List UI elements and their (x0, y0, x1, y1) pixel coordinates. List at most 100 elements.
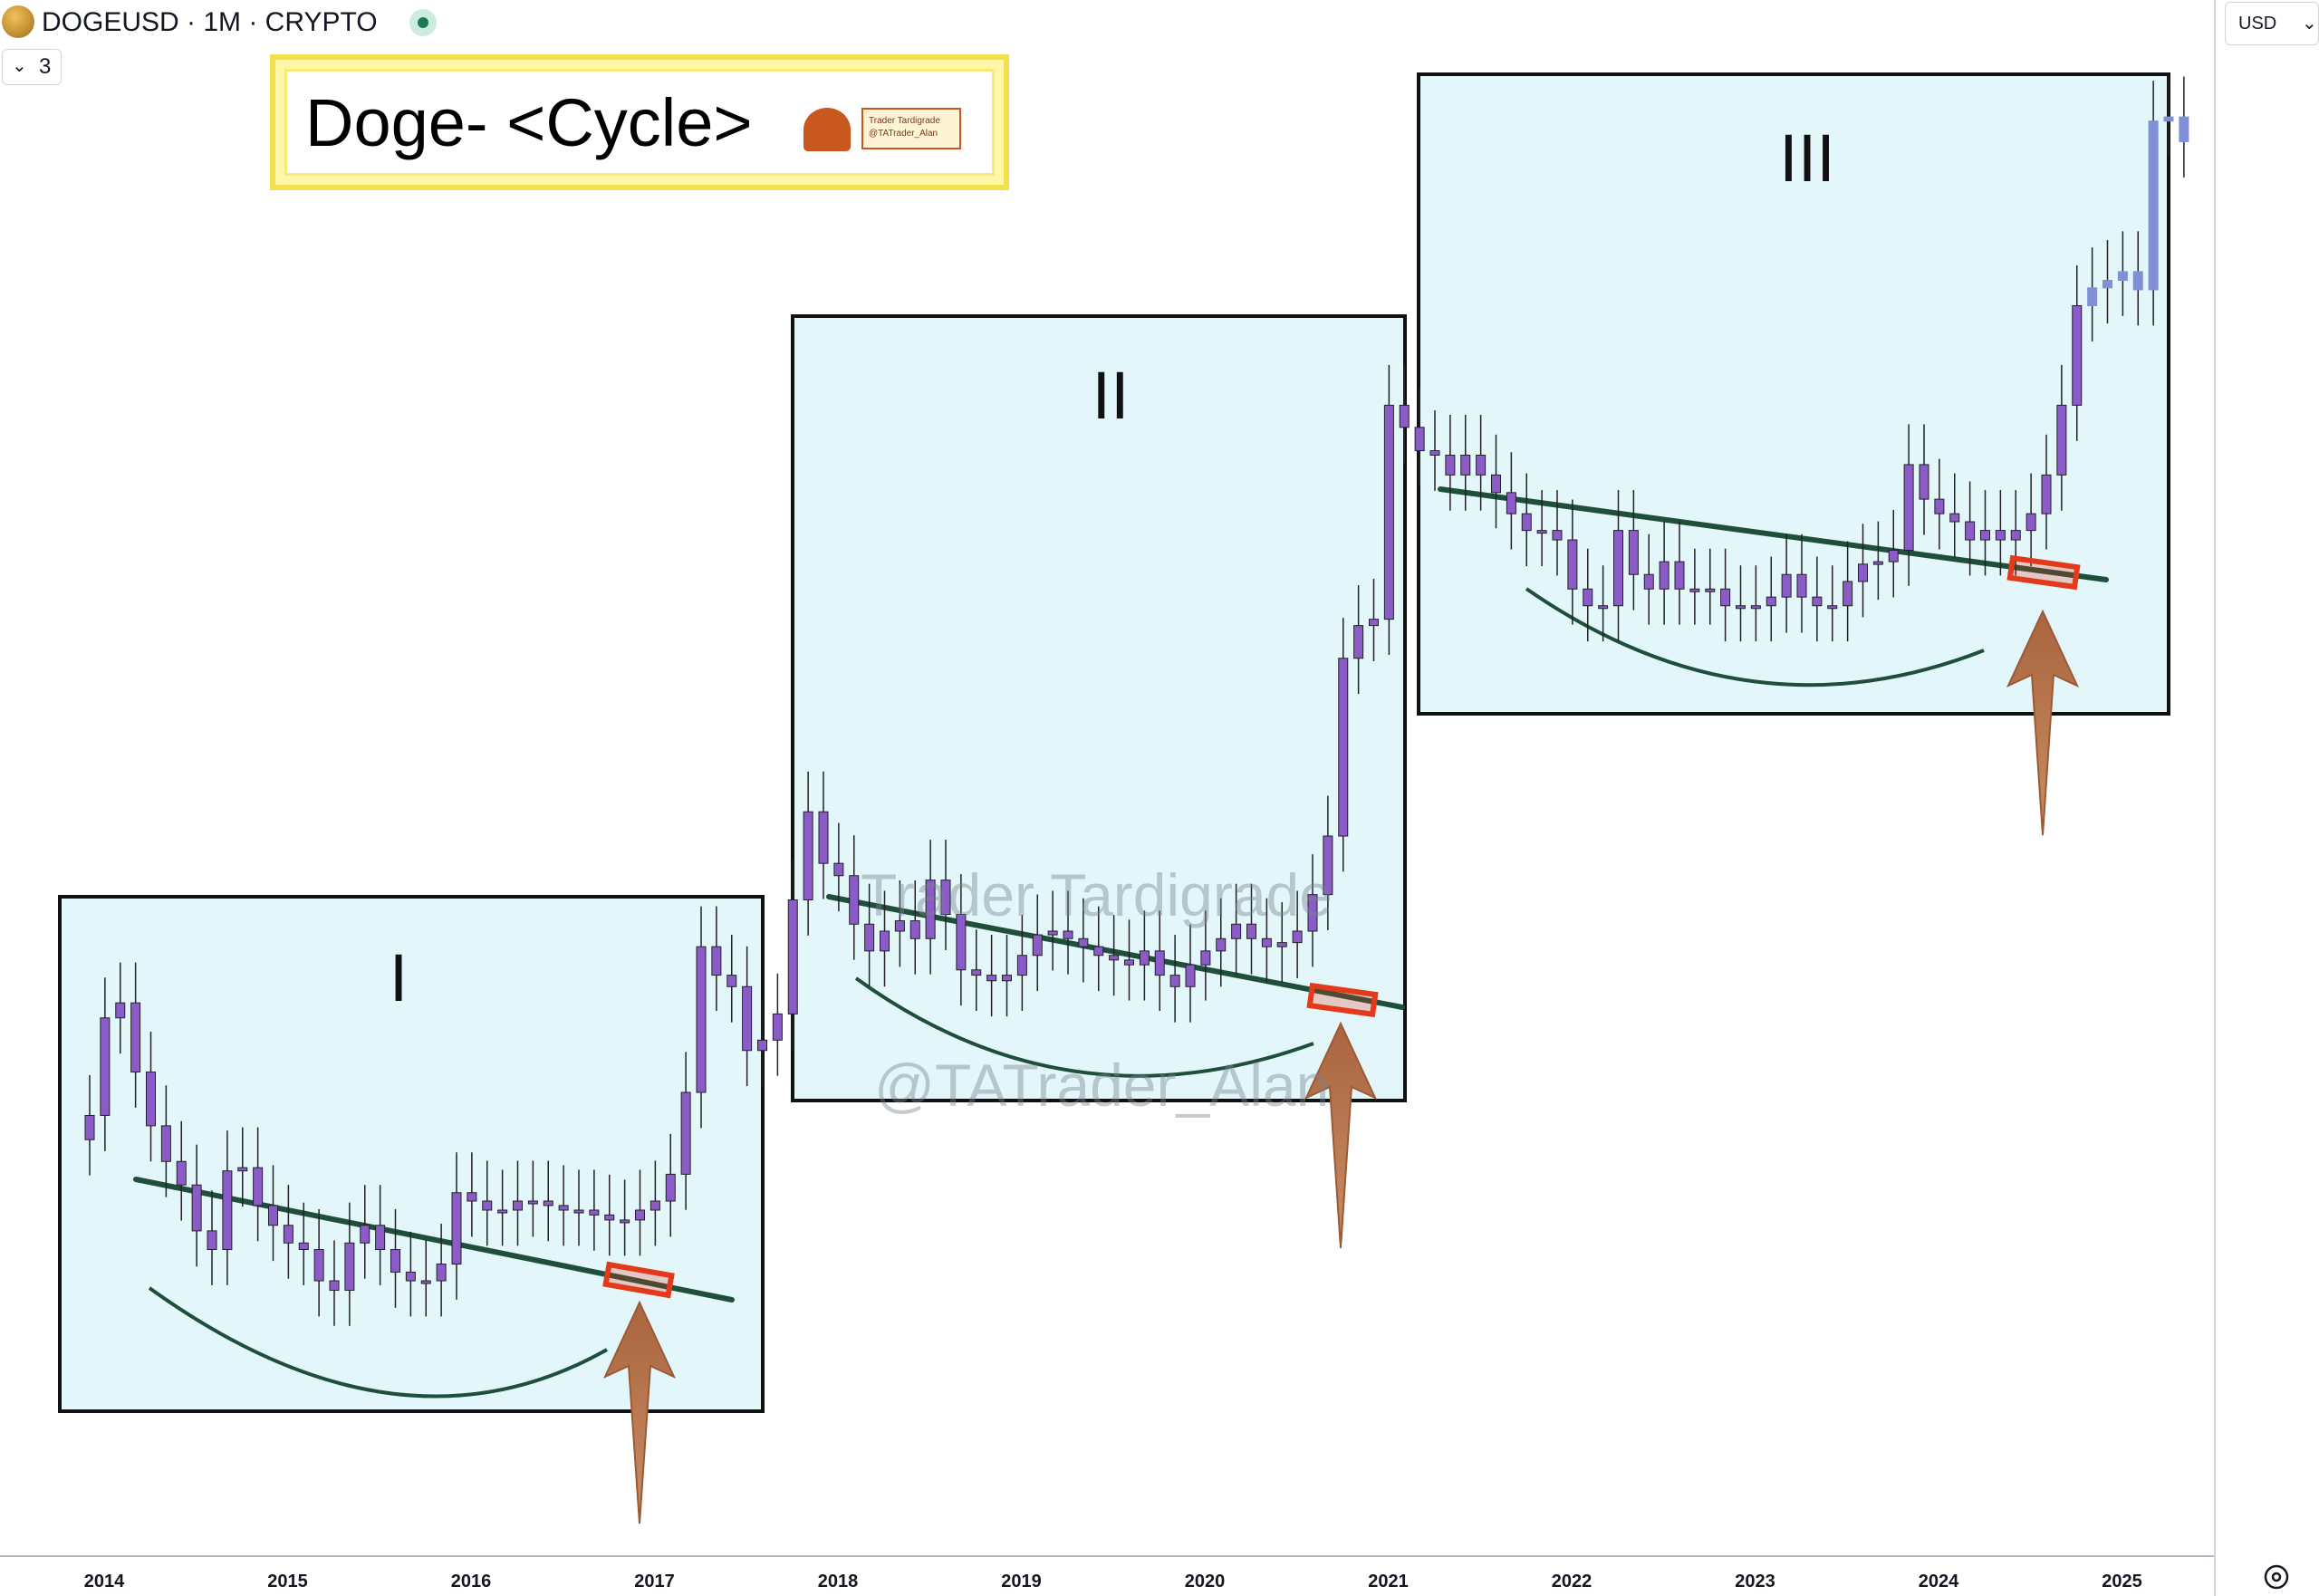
candle (711, 946, 722, 976)
candle (1536, 530, 1547, 534)
candle (1338, 658, 1349, 837)
candle (1919, 464, 1929, 500)
price-axis-panel[interactable] (2214, 0, 2319, 1596)
projected-candle (2102, 279, 2112, 289)
candle (1429, 450, 1440, 456)
candle (1078, 937, 1089, 947)
candle (573, 1209, 584, 1214)
candle (1949, 513, 1960, 523)
candle (1506, 492, 1516, 514)
candle (1567, 539, 1578, 590)
candle (1888, 549, 1899, 562)
chevron-down-icon: ⌄ (12, 56, 27, 76)
x-tick-label: 2023 (1735, 1572, 1775, 1591)
symbol-title[interactable]: DOGEUSD · 1M · CRYPTO (42, 7, 378, 37)
x-tick-label: 2022 (1552, 1572, 1593, 1591)
candle (405, 1271, 416, 1282)
stamp-line-handle: @TATrader_Alan (869, 129, 938, 139)
candle (100, 1017, 111, 1116)
cycle-box (1417, 72, 2170, 716)
breakout-arrow (2006, 609, 2080, 836)
candle (1185, 964, 1196, 987)
candle (1292, 930, 1303, 944)
x-tick-label: 2025 (2102, 1572, 2142, 1591)
candle (2072, 305, 2083, 406)
candle (880, 930, 890, 952)
candle (2041, 474, 2052, 514)
candle (772, 1013, 783, 1041)
candle (1689, 588, 1700, 592)
x-tick-label: 2017 (634, 1572, 675, 1591)
candle (604, 1214, 615, 1221)
candle (1552, 530, 1563, 541)
candle (482, 1200, 493, 1211)
x-tick-label: 2024 (1919, 1572, 1959, 1591)
candle (1399, 404, 1410, 428)
candle (1796, 573, 1807, 598)
candle (115, 1002, 126, 1019)
candle (1476, 454, 1487, 476)
candle (1995, 530, 2006, 541)
candle (1521, 513, 1532, 532)
candle (849, 875, 860, 925)
breakout-arrow (602, 1300, 677, 1524)
gear-icon[interactable] (2259, 1560, 2294, 1594)
projected-candle (2148, 120, 2159, 291)
candle (971, 969, 982, 976)
candle (757, 1039, 767, 1052)
candle (298, 1242, 309, 1251)
candle (84, 1114, 95, 1140)
candle (344, 1242, 355, 1291)
candle (925, 880, 936, 939)
candle (420, 1280, 431, 1284)
candle (1169, 975, 1180, 987)
candle (1276, 942, 1287, 947)
breakout-arrow (1304, 1021, 1378, 1249)
candle (1154, 950, 1165, 976)
candle (207, 1230, 217, 1251)
author-stamp: Trader Tardigrade @TATrader_Alan (861, 108, 961, 149)
x-tick-label: 2019 (1001, 1572, 1042, 1591)
candle (176, 1160, 187, 1186)
candle (650, 1200, 660, 1211)
candle (436, 1264, 447, 1282)
candle (1872, 561, 1883, 565)
candle (451, 1192, 462, 1265)
indicators-collapse-button[interactable]: ⌄ 3 (2, 49, 62, 85)
doge-coin-icon (2, 5, 34, 38)
x-tick-label: 2016 (451, 1572, 492, 1591)
candle (1032, 934, 1043, 957)
chart-header: DOGEUSD · 1M · CRYPTO (0, 0, 2210, 45)
cycle-label: I (390, 940, 409, 1015)
stamp-line-name: Trader Tardigrade (869, 116, 940, 126)
projected-candle (2087, 287, 2098, 307)
currency-select[interactable]: USD ⌄ (2225, 2, 2319, 45)
candle (1002, 975, 1012, 982)
title-banner-inner: Doge- <Cycle> Trader Tardigrade @TATrader… (284, 69, 995, 176)
title-banner: Doge- <Cycle> Trader Tardigrade @TATrader… (270, 54, 1009, 190)
x-tick-label: 2014 (84, 1572, 125, 1591)
candle (833, 862, 844, 877)
projected-candle (2132, 271, 2143, 291)
rounded-bottom-arc (148, 1286, 608, 1399)
candle (1093, 946, 1104, 957)
indicator-count: 3 (39, 54, 52, 79)
candle (1720, 588, 1731, 607)
candle (1445, 454, 1456, 476)
candle (909, 920, 920, 939)
candle (160, 1125, 171, 1162)
falling-trendline (133, 1177, 735, 1303)
breakout-highlight (2006, 554, 2081, 591)
candle (742, 985, 753, 1052)
candle (1016, 955, 1027, 976)
candle (1369, 619, 1379, 627)
candle (467, 1192, 477, 1202)
candle (513, 1200, 523, 1211)
candle (1109, 955, 1120, 961)
breakout-highlight (1306, 982, 1379, 1018)
candle (237, 1167, 248, 1172)
candle (1659, 561, 1669, 590)
candle (1613, 530, 1623, 607)
candle (864, 923, 875, 952)
